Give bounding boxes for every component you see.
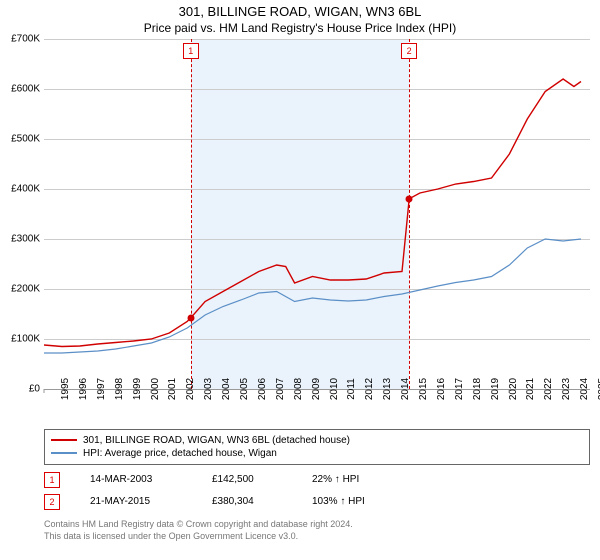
x-tick-label: 2025 bbox=[581, 378, 600, 400]
legend-label: HPI: Average price, detached house, Wiga… bbox=[83, 448, 277, 459]
legend-label: 301, BILLINGE ROAD, WIGAN, WN3 6BL (deta… bbox=[83, 435, 350, 446]
chart-title: 301, BILLINGE ROAD, WIGAN, WN3 6BL bbox=[0, 0, 600, 21]
y-tick-label: £500K bbox=[0, 133, 40, 144]
y-tick-label: £600K bbox=[0, 83, 40, 94]
legend-swatch bbox=[51, 439, 77, 441]
y-tick-label: £0 bbox=[0, 383, 40, 394]
footnote-line: Contains HM Land Registry data © Crown c… bbox=[44, 519, 590, 531]
event-price: £380,304 bbox=[212, 496, 282, 507]
event-dot bbox=[187, 314, 194, 321]
event-date: 14-MAR-2003 bbox=[90, 474, 182, 485]
chart-plot-area: £0£100K£200K£300K£400K£500K£600K£700K12 bbox=[44, 39, 590, 389]
y-tick-label: £700K bbox=[0, 33, 40, 44]
legend-item: HPI: Average price, detached house, Wiga… bbox=[51, 447, 583, 460]
event-row: 1 14-MAR-2003 £142,500 22% ↑ HPI bbox=[44, 469, 590, 491]
event-marker: 2 bbox=[44, 494, 60, 510]
footnote-line: This data is licensed under the Open Gov… bbox=[44, 531, 590, 543]
legend: 301, BILLINGE ROAD, WIGAN, WN3 6BL (deta… bbox=[44, 429, 590, 465]
event-row: 2 21-MAY-2015 £380,304 103% ↑ HPI bbox=[44, 491, 590, 513]
event-marker: 1 bbox=[44, 472, 60, 488]
series-hpi bbox=[44, 239, 581, 353]
y-tick-label: £100K bbox=[0, 333, 40, 344]
event-dot bbox=[406, 195, 413, 202]
legend-item: 301, BILLINGE ROAD, WIGAN, WN3 6BL (deta… bbox=[51, 434, 583, 447]
event-table: 1 14-MAR-2003 £142,500 22% ↑ HPI 2 21-MA… bbox=[44, 469, 590, 513]
y-tick-label: £400K bbox=[0, 183, 40, 194]
footnote: Contains HM Land Registry data © Crown c… bbox=[44, 519, 590, 542]
event-pct: 103% ↑ HPI bbox=[312, 496, 402, 507]
y-tick-label: £300K bbox=[0, 233, 40, 244]
event-date: 21-MAY-2015 bbox=[90, 496, 182, 507]
legend-swatch bbox=[51, 452, 77, 454]
series-property bbox=[44, 79, 581, 347]
event-price: £142,500 bbox=[212, 474, 282, 485]
x-axis: 1995199619971998199920002001200220032004… bbox=[44, 389, 590, 423]
y-tick-label: £200K bbox=[0, 283, 40, 294]
chart-subtitle: Price paid vs. HM Land Registry's House … bbox=[0, 21, 600, 39]
event-pct: 22% ↑ HPI bbox=[312, 474, 402, 485]
